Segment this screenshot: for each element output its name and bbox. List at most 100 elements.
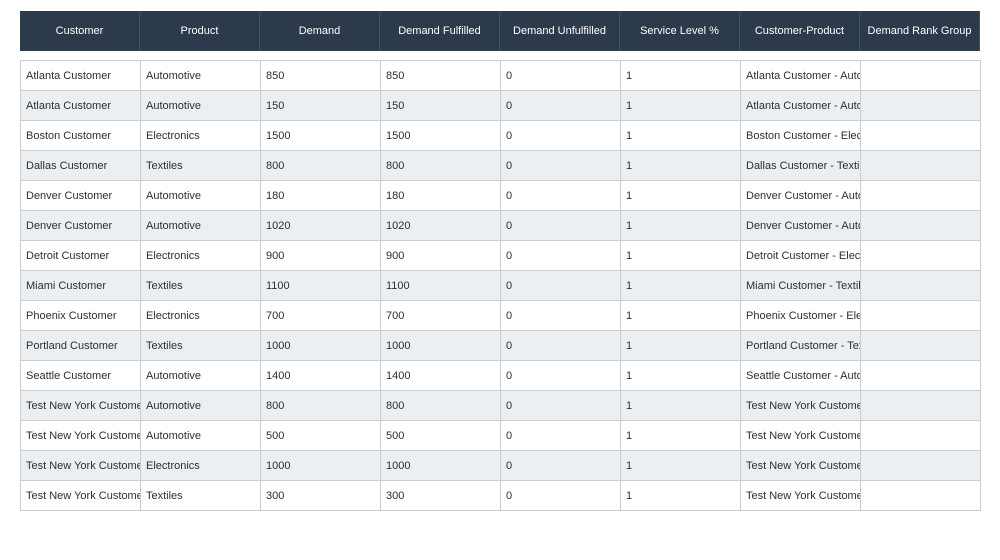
table-cell: 0 [501, 151, 621, 181]
table-cell: Automotive [141, 421, 261, 451]
table-cell: Test New York Customer [21, 391, 141, 421]
table-cell: Seattle Customer - Autom [741, 361, 861, 391]
table-cell: 850 [381, 61, 501, 91]
table-cell: 1000 [261, 331, 381, 361]
table-cell: Automotive [141, 91, 261, 121]
table-cell [861, 331, 981, 361]
table-cell [861, 91, 981, 121]
table-cell: 1 [621, 181, 741, 211]
table-cell: 800 [261, 151, 381, 181]
table-cell: 1500 [261, 121, 381, 151]
table-cell: 700 [261, 301, 381, 331]
table-cell: 0 [501, 301, 621, 331]
table-cell: Miami Customer - Textile [741, 271, 861, 301]
column-header[interactable]: Customer-Product [740, 11, 860, 51]
column-header[interactable]: Demand Fulfilled [380, 11, 500, 51]
table-cell: 1 [621, 121, 741, 151]
table-cell [861, 421, 981, 451]
table-cell: 0 [501, 331, 621, 361]
column-header[interactable]: Demand Unfulfilled [500, 11, 620, 51]
table-cell: 0 [501, 121, 621, 151]
table-cell: 180 [381, 181, 501, 211]
table-cell: 1100 [381, 271, 501, 301]
column-header[interactable]: Customer [20, 11, 140, 51]
table-cell: 500 [381, 421, 501, 451]
column-header[interactable]: Service Level % [620, 11, 740, 51]
table-cell: 900 [381, 241, 501, 271]
table-cell: Atlanta Customer - Autom [741, 61, 861, 91]
table-cell: 0 [501, 211, 621, 241]
table-cell: 1 [621, 361, 741, 391]
table-cell: Automotive [141, 211, 261, 241]
table-cell [861, 241, 981, 271]
table-cell [861, 211, 981, 241]
table-cell: 1 [621, 301, 741, 331]
table-cell: 0 [501, 451, 621, 481]
column-header[interactable]: Demand [260, 11, 380, 51]
table-cell [861, 361, 981, 391]
table-cell: 1 [621, 91, 741, 121]
table-cell: Textiles [141, 151, 261, 181]
table-cell: 0 [501, 181, 621, 211]
table-cell: 1400 [261, 361, 381, 391]
table-cell: Test New York Customer [21, 421, 141, 451]
table-cell: Test New York Customer [21, 451, 141, 481]
table-cell: Test New York Customer [741, 481, 861, 511]
table-cell: 0 [501, 91, 621, 121]
table-cell: Automotive [141, 61, 261, 91]
table-cell [861, 271, 981, 301]
table-cell: Test New York Customer [741, 421, 861, 451]
table-cell: 150 [261, 91, 381, 121]
table-cell [861, 121, 981, 151]
table-cell: Test New York Customer [741, 391, 861, 421]
table-cell: 900 [261, 241, 381, 271]
column-header[interactable]: Demand Rank Group [860, 11, 980, 51]
table-cell: Automotive [141, 181, 261, 211]
table-cell: Atlanta Customer [21, 91, 141, 121]
table-cell: Test New York Customer [741, 451, 861, 481]
table-cell: 1500 [381, 121, 501, 151]
table-cell: 1 [621, 451, 741, 481]
table-cell: 0 [501, 241, 621, 271]
table-cell: 180 [261, 181, 381, 211]
table-cell: 800 [381, 151, 501, 181]
table-cell: 300 [381, 481, 501, 511]
table-cell: 0 [501, 481, 621, 511]
table-cell: Denver Customer - Autom [741, 181, 861, 211]
table-cell: 1000 [381, 451, 501, 481]
column-header[interactable]: Product [140, 11, 260, 51]
table-cell: 1 [621, 241, 741, 271]
table-cell: Electronics [141, 121, 261, 151]
table-cell: Dallas Customer [21, 151, 141, 181]
table-cell: 150 [381, 91, 501, 121]
table-cell: 800 [381, 391, 501, 421]
table-cell [861, 301, 981, 331]
table-cell: 1 [621, 151, 741, 181]
table-cell [861, 61, 981, 91]
table-cell: 300 [261, 481, 381, 511]
table-cell: Seattle Customer [21, 361, 141, 391]
table-cell: 1 [621, 271, 741, 301]
table-cell: Phoenix Customer [21, 301, 141, 331]
table-cell: 0 [501, 61, 621, 91]
table-cell: Dallas Customer - Textile [741, 151, 861, 181]
table-cell: Automotive [141, 361, 261, 391]
table-cell: 850 [261, 61, 381, 91]
table-cell [861, 391, 981, 421]
table-header: Customer Product Demand Demand Fulfilled Dem… [20, 11, 980, 51]
table-cell: 1 [621, 481, 741, 511]
table-cell: Boston Customer - Electro [741, 121, 861, 151]
table-cell: Textiles [141, 271, 261, 301]
table-cell: 1 [621, 61, 741, 91]
table-cell [861, 181, 981, 211]
table-cell: 800 [261, 391, 381, 421]
table-cell: 0 [501, 271, 621, 301]
table-cell: Denver Customer - Autom [741, 211, 861, 241]
table-cell: Atlanta Customer - Autom [741, 91, 861, 121]
table-cell: 1020 [261, 211, 381, 241]
table-cell: Textiles [141, 331, 261, 361]
table-cell [861, 451, 981, 481]
table-cell: 1 [621, 391, 741, 421]
table-cell [861, 481, 981, 511]
